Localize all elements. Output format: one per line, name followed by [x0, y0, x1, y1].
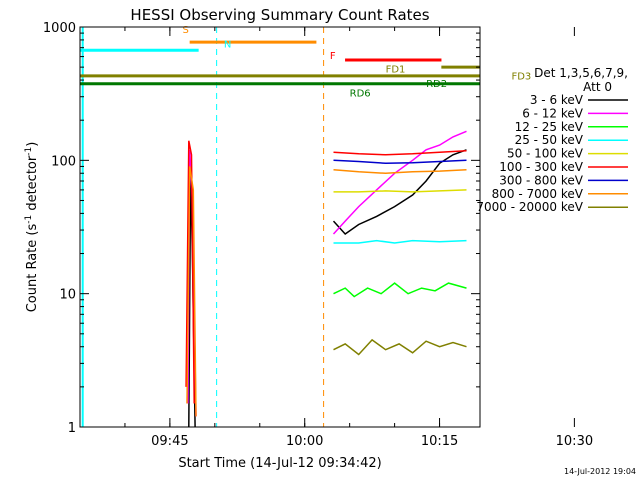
y-axis: 1 10 100 1000: [43, 21, 480, 436]
y-tick-label: 100: [51, 154, 76, 169]
series-line-25-50-kev: [333, 239, 467, 244]
generation-timestamp: 14-Jul-2012 19:04: [564, 467, 636, 476]
series-line-3-6-kev: [332, 149, 467, 235]
y-axis-label-sup2: -1: [24, 147, 34, 156]
legend-entry-label: 25 - 50 keV: [515, 133, 584, 147]
legend-entry-label: 3 - 6 keV: [530, 93, 584, 107]
legend-header-line2: Att 0: [583, 80, 612, 94]
series-line-6-12-kev: [332, 130, 467, 235]
series-line-7000-20000-kev: [333, 338, 467, 356]
flag-label-fd1: FD1: [386, 65, 406, 76]
x-tick-label: 10:00: [286, 434, 323, 449]
y-axis-label-end: ): [25, 142, 40, 147]
legend-entry-label: 6 - 12 keV: [522, 106, 584, 120]
x-tick-label: 10:15: [421, 434, 458, 449]
y-tick-label: 1: [68, 421, 76, 436]
legend-entry-label: 300 - 800 keV: [499, 173, 583, 187]
series-line-100-300-kev: [185, 140, 195, 404]
y-tick-label: 1000: [43, 21, 76, 36]
legend-entry-label: 800 - 7000 keV: [492, 187, 584, 201]
x-tick-label: 09:45: [151, 434, 188, 449]
series-line-12-25-kev: [333, 282, 467, 298]
flag-label-fd3: FD3: [511, 71, 531, 82]
flag-label-f: F: [330, 51, 336, 62]
series-line-100-300-kev: [333, 149, 467, 156]
legend-header-line1: Det 1,3,5,6,7,9,: [534, 66, 628, 80]
series-line-300-800-kev: [333, 159, 467, 165]
series-line-50-100-kev: [333, 189, 467, 193]
x-tick-label: 10:30: [556, 434, 593, 449]
flag-label-rd6: RD6: [350, 89, 371, 100]
legend-entry-label: 7000 - 20000 keV: [476, 200, 583, 214]
flag-label-s: S: [182, 25, 188, 36]
y-axis-label-mid: detector: [25, 155, 40, 215]
y-tick-label: 10: [59, 288, 76, 303]
y-axis-label: Count Rate (s-1 detector-1): [24, 142, 40, 313]
chart-title: HESSI Observing Summary Count Rates: [130, 6, 429, 24]
flag-label-n: N: [224, 40, 231, 51]
y-axis-label-sup1: -1: [24, 215, 34, 224]
legend-entry-label: 12 - 25 keV: [515, 120, 584, 134]
x-axis-label: Start Time (14-Jul-12 09:34:42): [178, 456, 381, 471]
y-axis-label-main: Count Rate (s: [25, 224, 40, 313]
legend-entry-label: 100 - 300 keV: [499, 160, 583, 174]
flag-label-rd2: RD2: [426, 79, 447, 90]
plot-content: S N F FD1 FD3 RD2 RD6: [80, 25, 531, 428]
plot-frame: [79, 26, 481, 428]
series-line-800-7000-kev: [186, 166, 197, 417]
series-line-800-7000-kev: [333, 168, 467, 175]
legend-entry-label: 50 - 100 keV: [507, 147, 584, 161]
